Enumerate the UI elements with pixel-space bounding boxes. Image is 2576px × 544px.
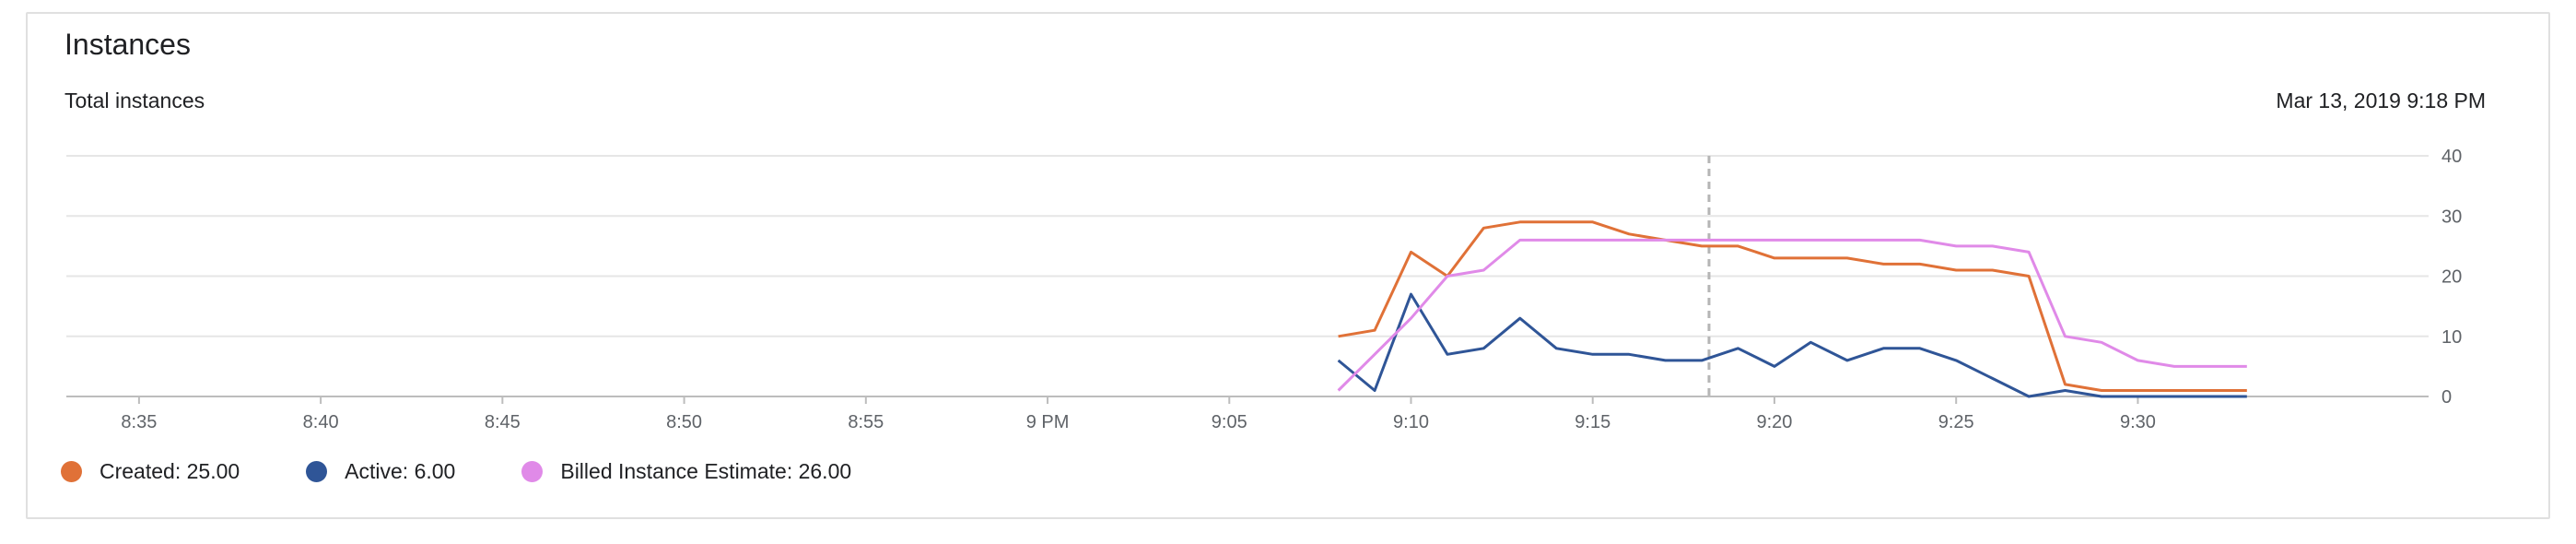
x-tick-label: 8:45 bbox=[485, 412, 521, 432]
y-tick-label: 0 bbox=[2441, 387, 2452, 408]
tick-labels: 0 10 20 30 40 8:35 8:40 8:45 8:50 8:55 9 PM 9:05 9:1… bbox=[121, 147, 2462, 432]
y-tick-label: 20 bbox=[2441, 267, 2462, 288]
x-tick-label: 9:10 bbox=[1393, 412, 1429, 432]
axes bbox=[66, 156, 2429, 404]
series-line-active bbox=[1337, 292, 2247, 398]
y-tick-label: 40 bbox=[2441, 147, 2462, 167]
series-line-created bbox=[1338, 220, 2247, 392]
x-tick-label: 8:55 bbox=[848, 412, 884, 432]
x-tick-label: 9:30 bbox=[2120, 412, 2156, 432]
instances-card bbox=[26, 12, 2550, 519]
series-lines bbox=[1337, 220, 2247, 398]
y-tick-label: 10 bbox=[2441, 327, 2462, 348]
x-tick-label: 9:15 bbox=[1575, 412, 1610, 432]
legend-label-created: Created: 25.00 bbox=[100, 459, 240, 483]
legend-item-active[interactable]: Active: 6.00 bbox=[306, 459, 455, 484]
x-tick-label: 9:05 bbox=[1212, 412, 1247, 432]
series-line-billed bbox=[1337, 238, 2247, 392]
y-tick-label: 30 bbox=[2441, 207, 2462, 227]
grid-lines bbox=[66, 155, 2429, 337]
x-tick-label: 9:20 bbox=[1757, 412, 1793, 432]
x-tick-label: 9:25 bbox=[1938, 412, 1974, 432]
legend-swatch-active bbox=[306, 461, 328, 482]
legend-swatch-billed bbox=[521, 461, 544, 482]
legend-label-active: Active: 6.00 bbox=[345, 459, 456, 483]
x-tick-label: 9 PM bbox=[1026, 412, 1070, 432]
legend-item-created[interactable]: Created: 25.00 bbox=[61, 459, 240, 484]
legend-item-billed[interactable]: Billed Instance Estimate: 26.00 bbox=[521, 459, 851, 484]
timestamp: Mar 13, 2019 9:18 PM bbox=[2276, 89, 2486, 112]
x-tick-label: 8:35 bbox=[121, 412, 157, 432]
card-title: Instances bbox=[64, 28, 191, 61]
x-tick-label: 8:40 bbox=[303, 412, 339, 432]
x-tick-label: 8:50 bbox=[666, 412, 702, 432]
legend-swatch-created bbox=[61, 461, 82, 482]
chart-subtitle: Total instances bbox=[64, 89, 205, 112]
legend: Created: 25.00 Active: 6.00 Billed Insta… bbox=[61, 459, 918, 484]
legend-label-billed: Billed Instance Estimate: 26.00 bbox=[560, 459, 852, 483]
